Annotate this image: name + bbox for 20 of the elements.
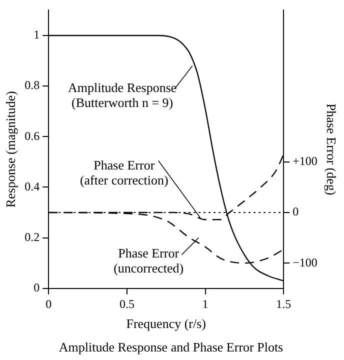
y2-tick-label: −100	[292, 255, 318, 270]
y-tick-label: 0.2	[24, 230, 40, 244]
x-tick-label: 0	[46, 296, 52, 311]
y-tick-label: 0.6	[24, 128, 40, 143]
annotation: Amplitude Response (Butterworth n = 9)	[68, 80, 177, 110]
annotation: Phase Error (uncorrected)	[114, 246, 184, 276]
x-axis-title: Frequency (r/s)	[126, 316, 206, 332]
x-tick-label: 1.5	[276, 296, 292, 311]
annotation: Phase Error (after correction)	[80, 158, 168, 188]
y-tick-label: 0.4	[24, 179, 40, 194]
y-axis-title: Response (magnitude)	[3, 90, 18, 208]
text: Amplitude Response and Phase Error Plots	[58, 340, 284, 355]
x-tick-label: 0.5	[119, 296, 134, 311]
y-tick-label: 0.8	[24, 78, 40, 92]
y2-tick-label: +100	[292, 154, 318, 168]
x-tick-label: 1	[202, 296, 208, 311]
y2-axis-title: Phase Error (deg)	[324, 103, 339, 196]
y-tick-label: 1	[34, 28, 40, 42]
y2-tick-label: 0	[292, 204, 299, 219]
y-tick-label: 0	[34, 280, 40, 295]
